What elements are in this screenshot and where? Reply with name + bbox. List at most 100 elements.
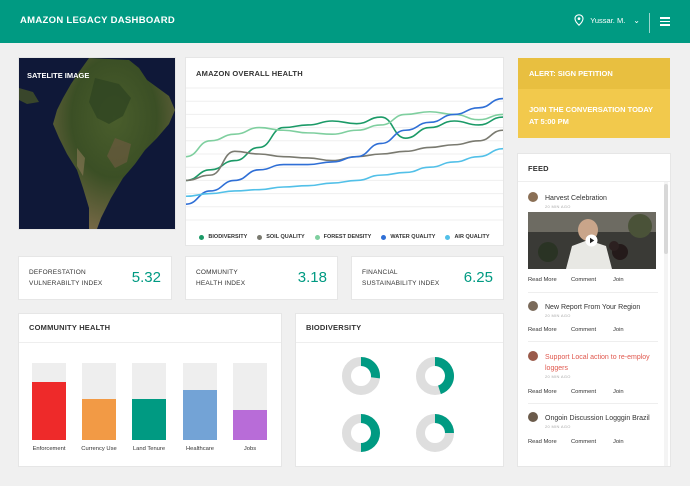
community-health-card: COMMUNITY HEALTH Enforcement Currency Use… [19, 314, 281, 466]
legend-dot [381, 234, 387, 240]
legend-label: AIR QUALITY [454, 234, 490, 240]
feed-title: FEED [528, 164, 549, 173]
feed-scroll-thumb[interactable] [664, 184, 668, 254]
legend-dot [445, 234, 451, 240]
bar-track [32, 363, 66, 440]
location-pin-icon [574, 14, 584, 26]
donut-slice [435, 414, 454, 433]
metric-label-line2: SUSTAINABILITY INDEX [362, 280, 440, 287]
user-menu[interactable]: Yussar. M. ⌄ [574, 14, 640, 26]
satellite-image-card[interactable]: SATELITE IMAGE [19, 58, 175, 229]
metric-label: DEFORESTATION VULNERABILTY INDEX [29, 267, 102, 289]
bar-track [233, 363, 267, 440]
join-link[interactable]: Join [613, 389, 624, 395]
series-line-water-quality [186, 97, 503, 205]
comment-link[interactable]: Comment [571, 439, 597, 445]
bar-enforcement [32, 382, 66, 440]
comment-link[interactable]: Comment [571, 277, 597, 283]
satellite-map [19, 58, 175, 229]
legend-label: BIODIVERSITY [208, 234, 248, 240]
bar-track [183, 363, 217, 440]
feed-item-actions: Read More Comment Join [528, 277, 658, 283]
join-link[interactable]: Join [613, 277, 624, 283]
health-legend: BIODIVERSITY SOIL QUALITY FOREST DENSITY WA… [186, 234, 503, 240]
chevron-down-icon: ⌄ [633, 15, 640, 25]
alert-subtitle: JOIN THE CONVERSATION TODAY AT 5:00 PM [529, 105, 653, 126]
health-chart-title: AMAZON OVERALL HEALTH [196, 69, 303, 78]
legend-dot [199, 234, 205, 240]
avatar [528, 351, 538, 361]
bar-land-tenure [132, 399, 166, 440]
legend-label: SOIL QUALITY [266, 234, 305, 240]
metric-label-line1: DEFORESTATION [29, 269, 86, 276]
metric-financial: FINANCIAL SUSTAINABILITY INDEX 6.25 [352, 257, 503, 299]
card-divider [518, 181, 670, 182]
metric-label-line1: COMMUNITY [196, 269, 238, 276]
health-line-chart [186, 86, 503, 226]
bar-healthcare [183, 389, 217, 440]
feed-item-title[interactable]: Ongoin Discussion Logggin Brazil [545, 415, 650, 422]
legend-item: BIODIVERSITY [199, 234, 247, 240]
satellite-label: SATELITE IMAGE [27, 71, 90, 80]
legend-dot [257, 234, 263, 240]
bar-label: Currency Use [81, 446, 117, 452]
petition-alert[interactable]: ALERT: SIGN PETITION JOIN THE CONVERSATI… [518, 58, 670, 138]
bar-track [82, 363, 116, 440]
feed-item-time: 20 MIN AGO [545, 374, 571, 379]
comment-link[interactable]: Comment [571, 389, 597, 395]
feed-divider [528, 292, 658, 293]
donut-chart [416, 357, 454, 395]
feed-item-actions: Read More Comment Join [528, 327, 658, 333]
feed-item-title[interactable]: Support Local action to re-employ logger… [545, 354, 650, 372]
donut-chart [342, 357, 380, 395]
read-more-link[interactable]: Read More [528, 389, 557, 395]
alert-title: ALERT: SIGN PETITION [529, 69, 613, 78]
legend-label: WATER QUALITY [390, 234, 436, 240]
series-line-soil-quality [186, 129, 503, 182]
bar-label: Healthcare [185, 446, 215, 452]
feed-item-actions: Read More Comment Join [528, 439, 658, 445]
play-icon[interactable] [585, 234, 598, 247]
user-name: Yussar. M. [590, 15, 626, 25]
metric-label-line2: VULNERABILTY INDEX [29, 280, 103, 287]
video-still [528, 212, 656, 269]
legend-label: FOREST DENSITY [323, 234, 372, 240]
legend-item: AIR QUALITY [445, 234, 490, 240]
avatar [528, 192, 538, 202]
bar-label: Enforcement [32, 446, 66, 452]
read-more-link[interactable]: Read More [528, 277, 557, 283]
card-divider [296, 342, 503, 343]
feed-item-title[interactable]: Harvest Celebration [545, 195, 607, 202]
read-more-link[interactable]: Read More [528, 439, 557, 445]
bar-currency-use [82, 399, 116, 440]
metric-label: FINANCIAL SUSTAINABILITY INDEX [362, 267, 439, 289]
join-link[interactable]: Join [613, 439, 624, 445]
overall-health-card: AMAZON OVERALL HEALTH BIODIVERSITY SOIL Q… [186, 58, 503, 245]
video-thumbnail[interactable] [528, 212, 656, 269]
donut-slice [361, 357, 380, 379]
menu-icon[interactable] [660, 17, 670, 26]
join-link[interactable]: Join [613, 327, 624, 333]
top-bar: AMAZON LEGACY DASHBOARD Yussar. M. ⌄ [0, 0, 690, 43]
feed-scrollbar[interactable] [664, 182, 668, 466]
avatar [528, 301, 538, 311]
read-more-link[interactable]: Read More [528, 327, 557, 333]
feed-item-time: 20 MIN AGO [545, 313, 571, 318]
feed-item-title[interactable]: New Report From Your Region [545, 304, 641, 311]
legend-item: WATER QUALITY [381, 234, 435, 240]
metric-deforestation: DEFORESTATION VULNERABILTY INDEX 5.32 [19, 257, 171, 299]
series-line-biodiversity [186, 116, 503, 182]
biodiversity-card: BIODIVERSITY [296, 314, 503, 466]
bar-track [132, 363, 166, 440]
metric-community-health: COMMUNITY HEALTH INDEX 3.18 [186, 257, 337, 299]
donut-slice [361, 414, 380, 452]
legend-dot [314, 234, 320, 240]
donut-chart [416, 414, 454, 452]
comment-link[interactable]: Comment [571, 327, 597, 333]
feed-card: FEED Harvest Celebration 20 MIN AGO Read… [518, 154, 670, 466]
donut-chart [342, 414, 380, 452]
metric-value: 5.32 [131, 269, 161, 286]
donut-slice [435, 357, 454, 395]
header-divider [649, 13, 650, 33]
bar-label: Jobs [243, 446, 257, 452]
